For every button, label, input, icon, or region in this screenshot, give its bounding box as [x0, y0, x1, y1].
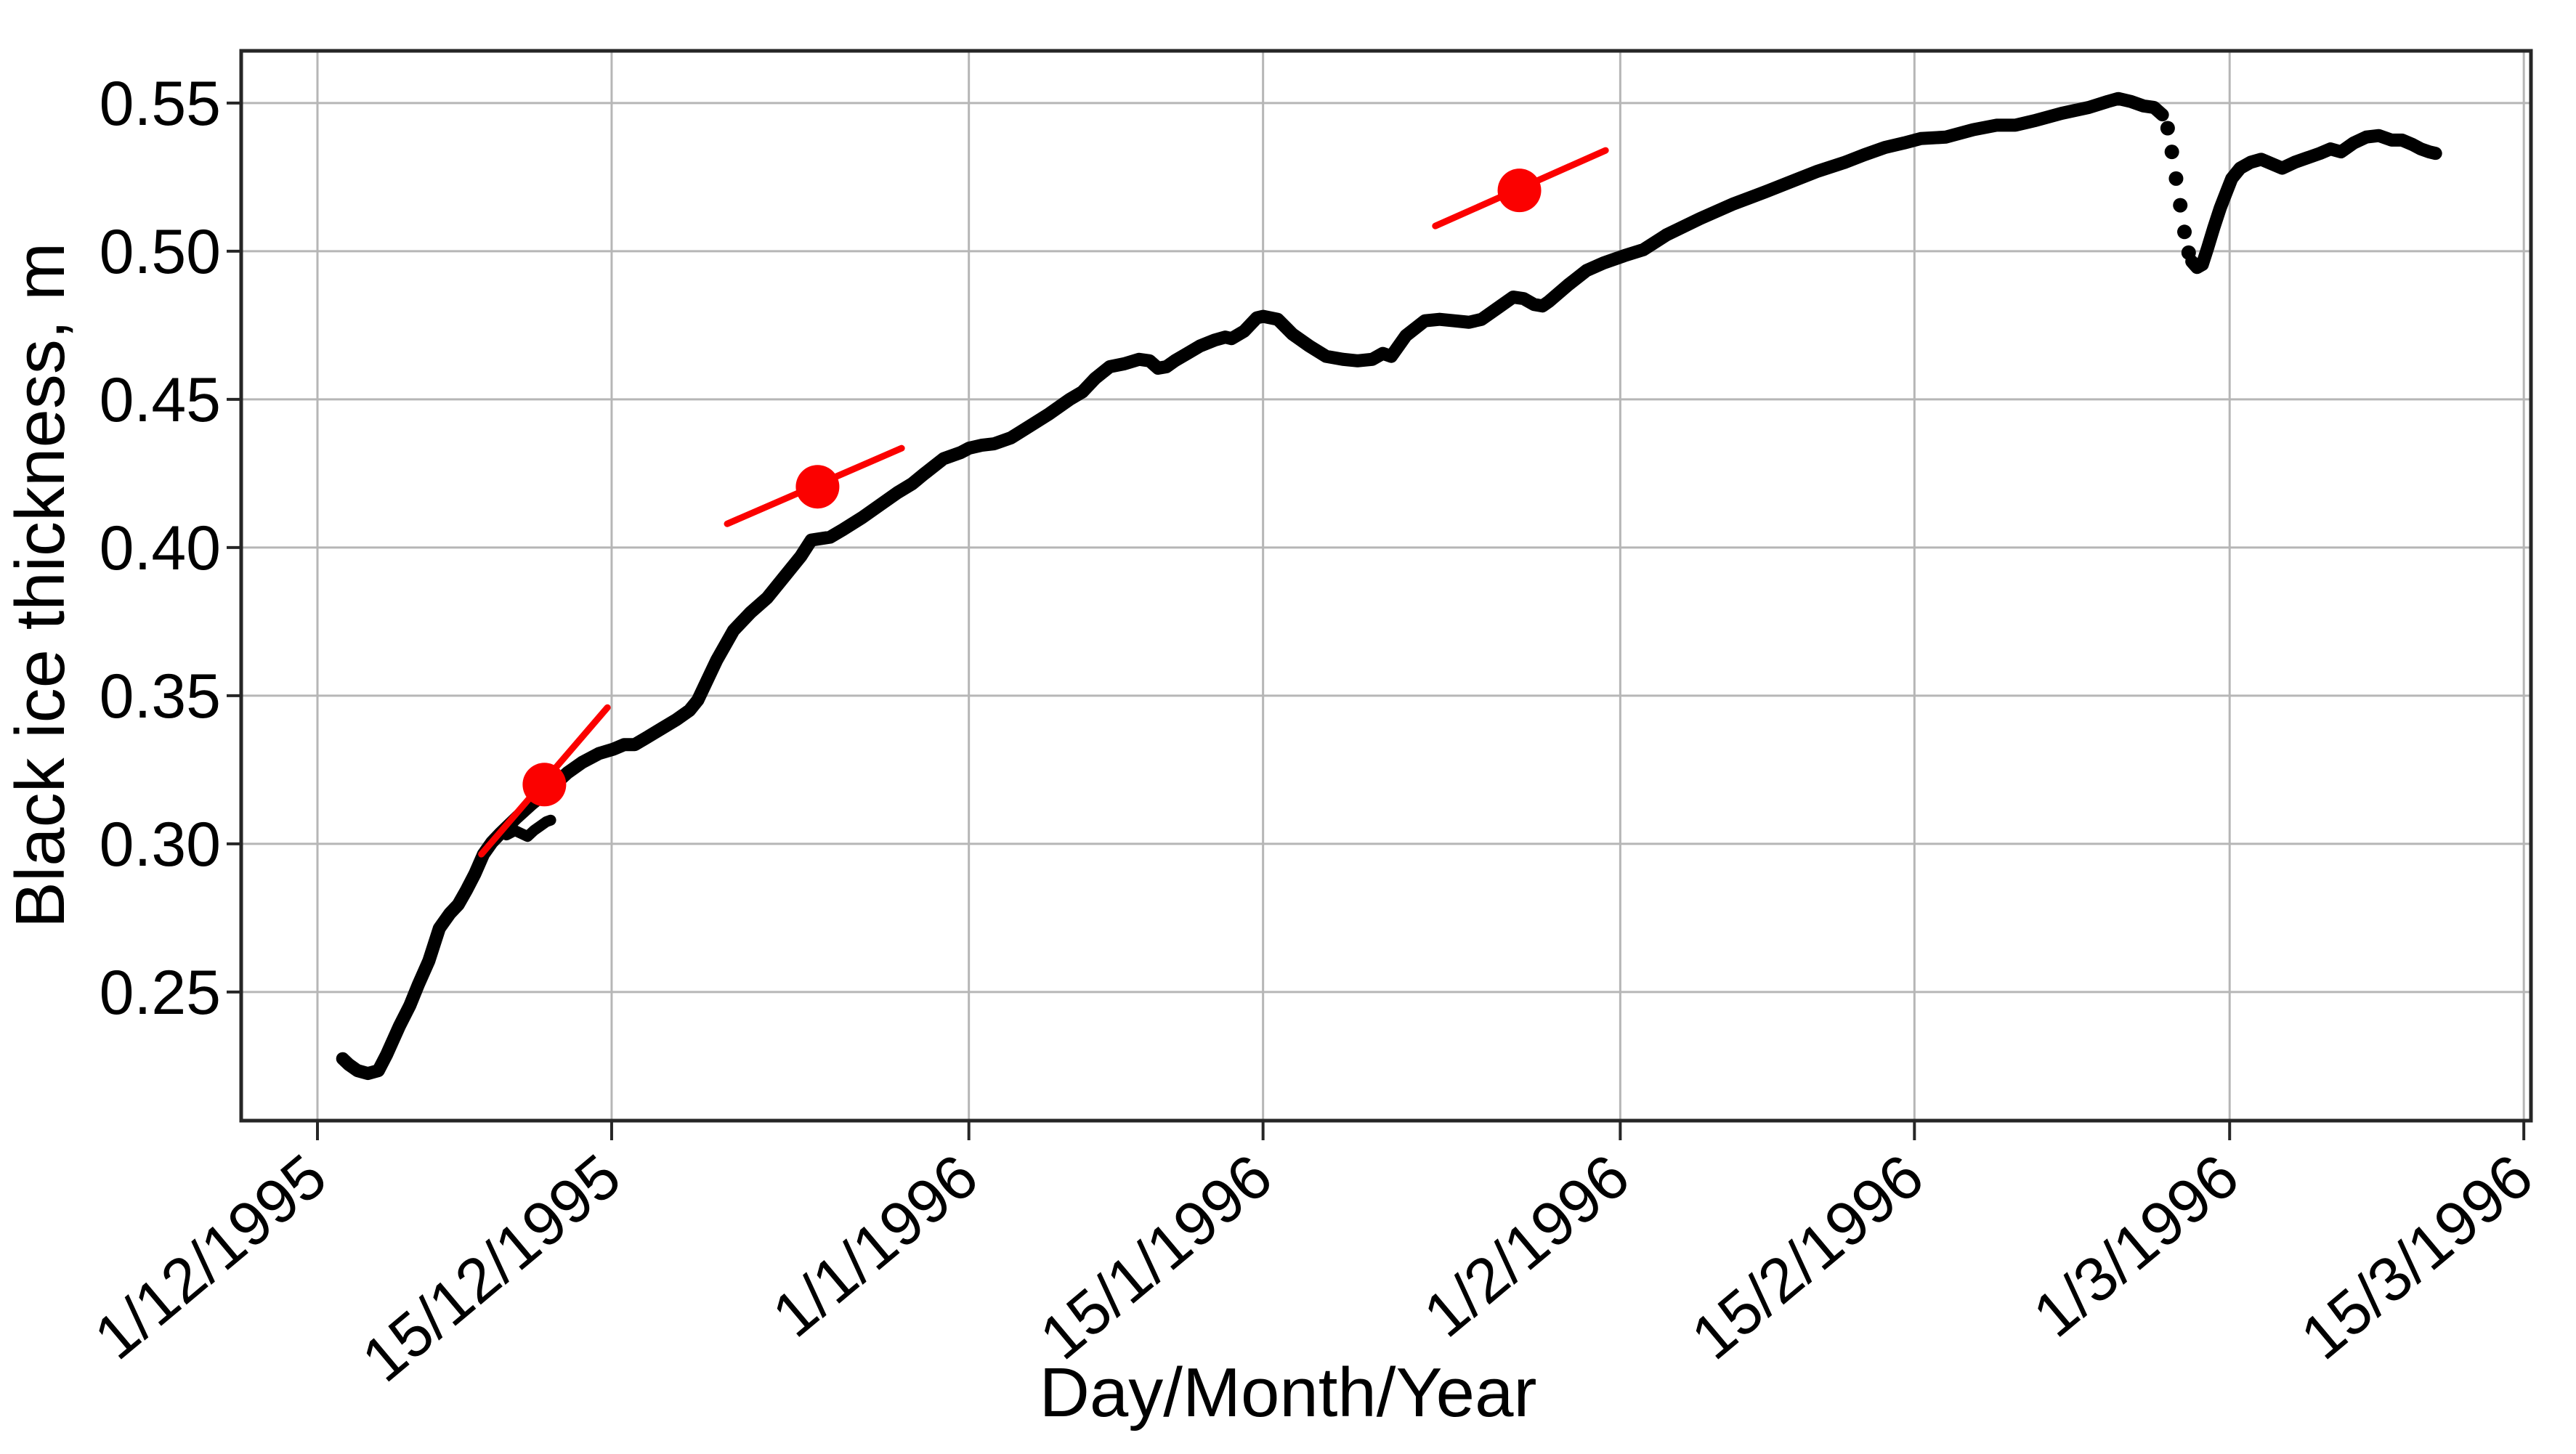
gridlines [241, 51, 2531, 1121]
y-tick-label: 0.55 [100, 69, 221, 139]
ice-thickness-dot [2168, 171, 2184, 186]
x-tick-label: 15/1/1996 [1027, 1141, 1285, 1373]
x-tick-label: 1/1/1996 [760, 1141, 991, 1351]
x-tick-label: 15/12/1995 [349, 1141, 633, 1395]
plot-border [239, 49, 2533, 1123]
ice-thickness-curve [2185, 129, 2442, 275]
y-tick-label: 0.25 [100, 958, 221, 1028]
x-axis-title: Day/Month/Year [1040, 1354, 1537, 1431]
y-tick-label: 0.50 [100, 217, 221, 287]
ice-thickness-dot [2160, 121, 2175, 136]
secondary-trace [501, 814, 556, 842]
growth-rate-marker [795, 465, 840, 509]
ice-thickness-curve [336, 92, 2169, 1081]
growth-rate-marker [522, 763, 567, 807]
x-tick-label: 15/3/1996 [2288, 1141, 2546, 1373]
y-tick-label: 0.45 [100, 365, 221, 435]
x-tick-label: 1/3/1996 [2020, 1141, 2251, 1351]
y-axis-title: Black ice thickness, m [1, 243, 79, 928]
data-series [336, 92, 2442, 1081]
x-tick-label: 1/12/1995 [81, 1141, 339, 1373]
axis-ticks [227, 101, 2526, 1140]
y-tick-labels: 0.25 0.30 0.35 0.40 0.45 0.50 0.55 [100, 69, 221, 1028]
y-tick-label: 0.40 [100, 513, 221, 583]
y-tick-label: 0.30 [100, 810, 221, 880]
x-tick-label: 15/2/1996 [1679, 1141, 1937, 1373]
ice-thickness-dot [2177, 224, 2192, 240]
ice-thickness-dot [2164, 145, 2179, 160]
ice-thickness-dot [2181, 245, 2196, 260]
ice-thickness-dot [2173, 198, 2188, 213]
x-tick-label: 1/2/1996 [1411, 1141, 1642, 1351]
growth-rate-marker [1497, 168, 1542, 213]
growth-rate-annotations [478, 147, 1609, 858]
y-tick-label: 0.35 [100, 662, 221, 731]
